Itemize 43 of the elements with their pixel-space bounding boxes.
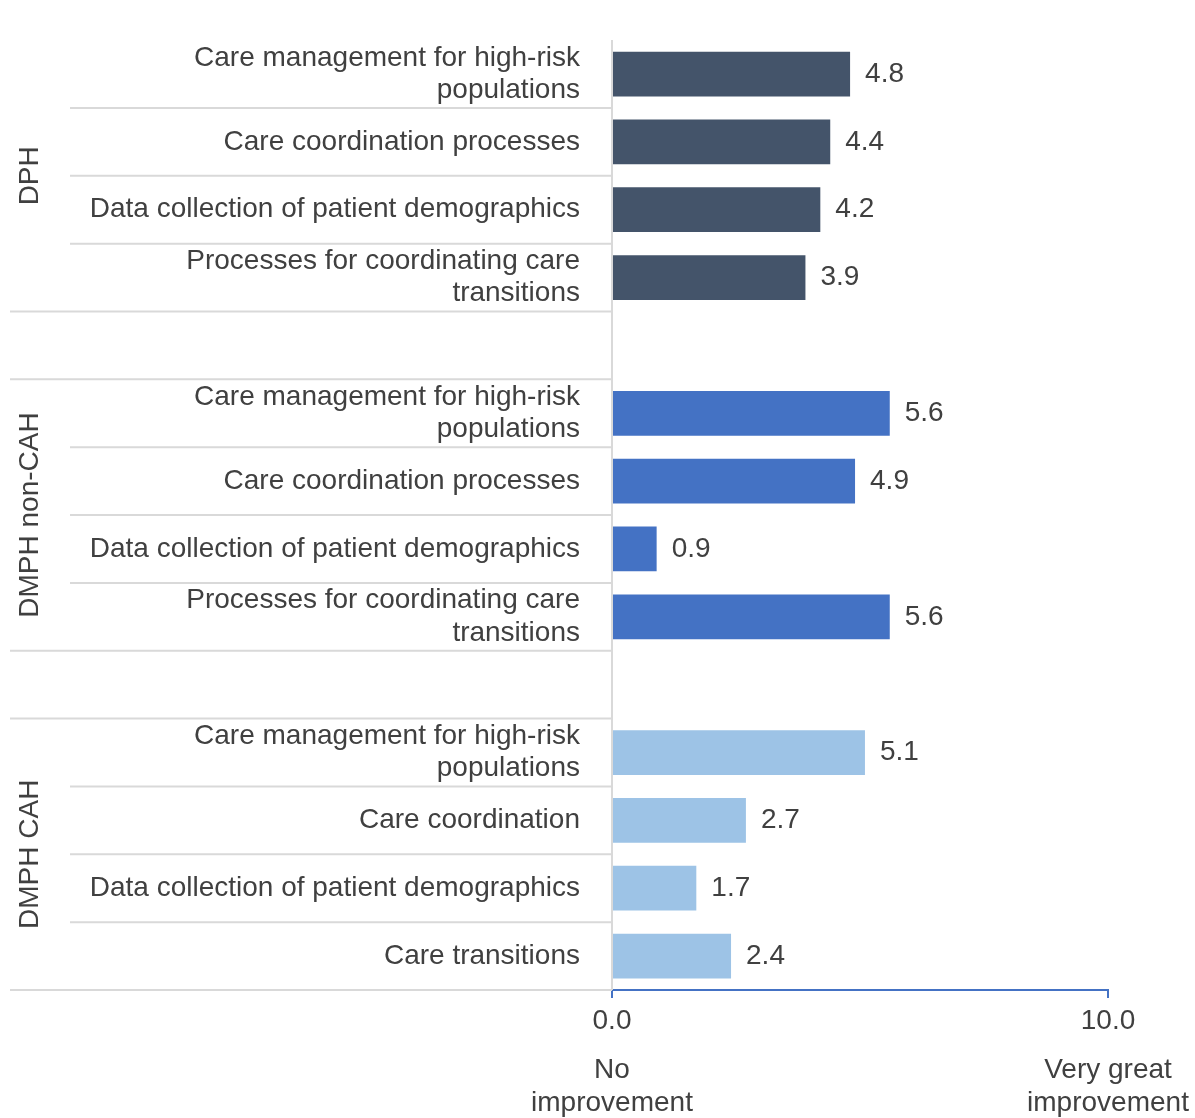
y-tick-label: Processes for coordinating care transitions bbox=[186, 583, 580, 647]
bar bbox=[613, 594, 890, 640]
y-tick-label: Care coordination processes bbox=[223, 124, 580, 156]
bar bbox=[613, 730, 865, 775]
y-tick-label: Care management for high-risk populations bbox=[194, 379, 581, 444]
data-label: 4.9 bbox=[870, 463, 909, 495]
text: DPH bbox=[12, 146, 44, 206]
y-tick-label: Care management for high-risk populations bbox=[194, 719, 581, 783]
y-tick-label: Data collection of patient demographics bbox=[89, 870, 580, 902]
data-label: 4.8 bbox=[865, 56, 905, 88]
text: Very great improvement bbox=[1027, 1053, 1190, 1117]
text: No improvement bbox=[531, 1053, 694, 1117]
y-tick-label: Data collection of patient demographics bbox=[89, 531, 580, 563]
y-tick-label: Care coordination bbox=[358, 803, 580, 835]
bar bbox=[613, 933, 732, 979]
y-tick-label: Care coordination processes bbox=[223, 463, 580, 495]
data-label: 4.2 bbox=[835, 192, 875, 224]
x-tick-label: 0.0 bbox=[592, 1003, 632, 1035]
y-tick-label: Data collection of patient demographics bbox=[89, 192, 580, 224]
bar bbox=[613, 255, 806, 300]
bar bbox=[613, 526, 657, 572]
data-label: 5.1 bbox=[879, 735, 919, 767]
x-tick-label: 10.0 bbox=[1080, 1003, 1136, 1035]
data-label: 4.4 bbox=[845, 124, 885, 156]
bar bbox=[613, 797, 746, 843]
data-label: 2.4 bbox=[746, 938, 785, 970]
bar bbox=[613, 187, 821, 233]
data-label: 2.7 bbox=[760, 803, 800, 835]
text: DMPH CAH bbox=[12, 779, 44, 929]
text: DMPH non-CAH bbox=[12, 412, 44, 618]
bar bbox=[613, 865, 697, 911]
y-tick-label: Care management for high-risk populations bbox=[194, 40, 581, 104]
bar bbox=[613, 51, 851, 97]
data-label: 5.6 bbox=[904, 395, 944, 427]
data-label: 1.7 bbox=[711, 870, 751, 902]
data-label: 0.9 bbox=[671, 531, 711, 563]
y-tick-label: Processes for coordinating care transitions bbox=[186, 244, 580, 308]
bar bbox=[613, 458, 856, 504]
y-tick-label: Care transitions bbox=[383, 938, 580, 970]
data-label: 3.9 bbox=[820, 260, 860, 292]
bar bbox=[613, 390, 890, 436]
data-label: 5.6 bbox=[904, 599, 944, 631]
bar bbox=[613, 119, 831, 165]
